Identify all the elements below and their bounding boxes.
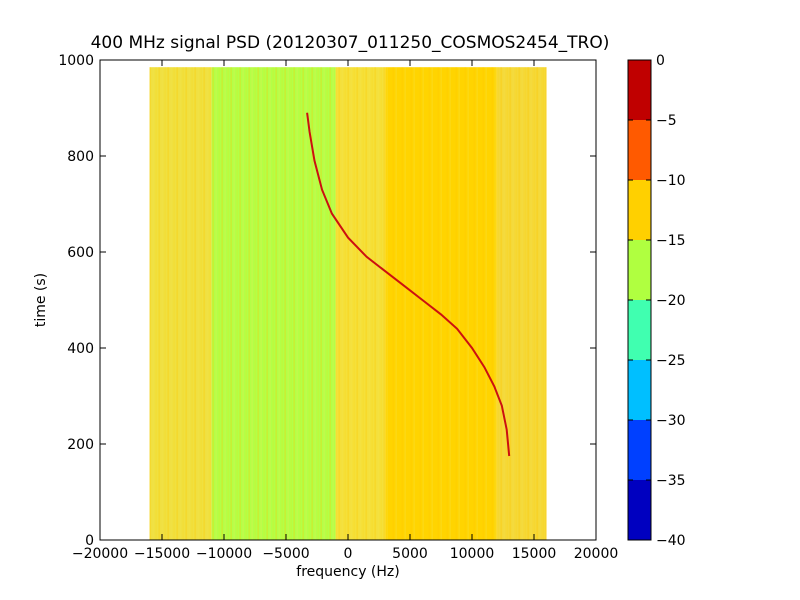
psd-band-2	[335, 67, 386, 540]
x-tick-label: 0	[344, 546, 353, 562]
y-axis-ticks: 0 200 400 600 800 1000	[58, 53, 596, 549]
colorbar-tick-label: −35	[656, 473, 686, 489]
colorbar-segment	[628, 300, 651, 360]
psd-band-0	[149, 67, 212, 540]
y-axis-label: time (s)	[33, 273, 49, 327]
colorbar-tick-label: −40	[656, 533, 686, 549]
x-tick-label: 15000	[512, 546, 557, 562]
y-tick-label: 400	[67, 341, 94, 357]
psd-band-4	[496, 67, 547, 540]
x-tick-label: 20000	[574, 546, 619, 562]
colorbar-tick-label: −25	[656, 353, 686, 369]
chart-title: 400 MHz signal PSD (20120307_011250_COSM…	[91, 33, 610, 53]
x-axis-label: frequency (Hz)	[296, 564, 399, 580]
y-tick-label: 600	[67, 245, 94, 261]
x-tick-label: −15000	[134, 546, 190, 562]
x-tick-label: 10000	[450, 546, 495, 562]
psd-band-1	[211, 67, 336, 540]
colorbar-segment	[628, 180, 651, 240]
x-tick-label: −5000	[262, 546, 309, 562]
y-tick-label: 0	[85, 533, 94, 549]
colorbar-segment	[628, 480, 651, 540]
x-tick-label: 5000	[392, 546, 428, 562]
y-tick-label: 1000	[58, 53, 94, 69]
colorbar-segment	[628, 420, 651, 480]
colorbar-segment	[628, 60, 651, 120]
colorbar: 0 −5 −10 −15 −20 −25 −30 −35 −40	[627, 53, 686, 549]
colorbar-segment	[628, 360, 651, 420]
x-tick-label: −20000	[72, 546, 128, 562]
colorbar-tick-label: −30	[656, 413, 686, 429]
plot-area: −20000 −15000 −10000 −5000 0 5000 10000 15000 20…	[58, 53, 618, 562]
x-tick-label: −10000	[196, 546, 252, 562]
psd-band-3	[385, 67, 497, 540]
psd-texture	[149, 67, 547, 540]
colorbar-segment	[628, 120, 651, 180]
x-axis-ticks: −20000 −15000 −10000 −5000 0 5000 10000 15000 20…	[72, 60, 618, 562]
colorbar-tick-label: −20	[656, 293, 686, 309]
y-tick-label: 200	[67, 437, 94, 453]
signal-trace	[306, 112, 511, 457]
colorbar-segment	[628, 240, 651, 300]
colorbar-tick-label: −10	[656, 173, 686, 189]
y-tick-label: 800	[67, 149, 94, 165]
colorbar-tick-label: −5	[656, 113, 677, 129]
psd-bands	[149, 67, 547, 540]
colorbar-tick-label: 0	[656, 53, 665, 69]
colorbar-tick-label: −15	[656, 233, 686, 249]
